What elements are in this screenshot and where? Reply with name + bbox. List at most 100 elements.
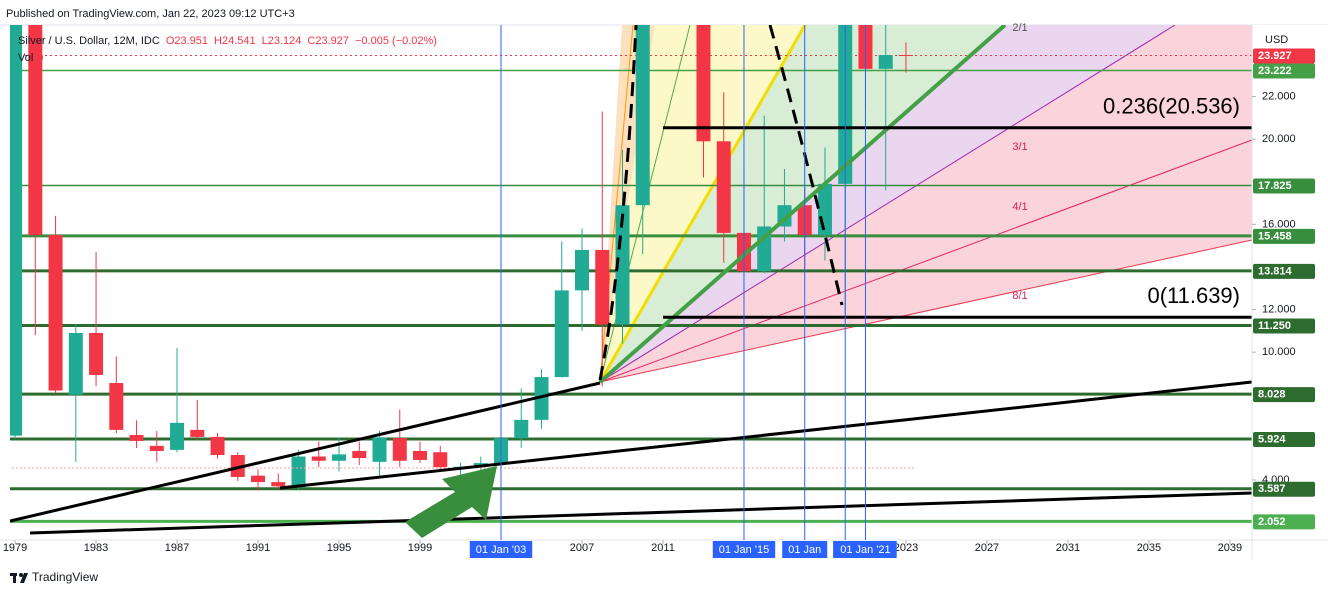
volume-label: Vol <box>18 52 33 64</box>
price-tag-label: 11.250 <box>1258 320 1291 332</box>
fan-line <box>599 139 1252 383</box>
candle-body <box>817 183 832 236</box>
x-tick-label: 2007 <box>570 542 594 554</box>
candle-body <box>251 475 266 483</box>
arrow <box>405 466 497 538</box>
price-tag <box>1253 263 1315 279</box>
candle-body <box>372 437 387 462</box>
trend-line <box>29 491 1252 535</box>
symbol-title: Silver / U.S. Dollar, 12M, IDC <box>18 35 160 47</box>
price-tag <box>1253 481 1315 497</box>
x-tick-label: 2031 <box>1056 542 1080 554</box>
candle-body <box>595 249 610 325</box>
candle-body <box>635 25 650 206</box>
x-tick-label: 2035 <box>1137 542 1161 554</box>
price-axis <box>1252 25 1328 540</box>
fib-label: 0(11.639) <box>1147 283 1240 308</box>
candle-body <box>28 25 43 236</box>
price-tag <box>1253 514 1315 530</box>
candle-body <box>352 450 367 459</box>
ohlc-value: C23.927 <box>307 35 349 47</box>
date-marker-box <box>782 541 828 558</box>
fan-line <box>598 25 807 383</box>
legend: Silver / U.S. Dollar, 12M, IDC O23.951 H24… <box>18 35 437 64</box>
candle-body <box>392 437 407 461</box>
price-tag-label: 23.927 <box>1258 50 1292 62</box>
price-tag-label: 3.587 <box>1258 483 1286 495</box>
ohlc-value: O23.951 <box>166 35 208 47</box>
candle-body <box>291 456 306 488</box>
date-marker-label: 01 Jan '15 <box>719 544 769 556</box>
price-tag-label: 17.825 <box>1258 180 1292 192</box>
candle-body <box>48 235 63 391</box>
y-tick-label: 22.000 <box>1262 90 1296 102</box>
published-note: Published on TradingView.com, Jan 22, 20… <box>6 8 295 20</box>
fan-zone <box>600 25 1252 382</box>
ohlc-value: −0.005 (−0.02%) <box>355 35 437 47</box>
candle-body <box>149 445 164 451</box>
fib-label: 0.236(20.536) <box>1103 94 1240 119</box>
candle-body <box>696 25 711 142</box>
dashed-curve <box>768 25 844 306</box>
candle-body <box>898 55 913 57</box>
candle-body <box>433 452 448 468</box>
date-marker-label: 01 Jan <box>788 544 821 556</box>
price-tag <box>1253 318 1315 334</box>
fan-label: 3/1 <box>1012 141 1027 153</box>
y-tick-label: 16.000 <box>1262 218 1296 230</box>
x-tick-label: 1999 <box>408 542 432 554</box>
trend-line <box>279 380 1252 490</box>
trend-line <box>10 381 601 523</box>
candle-body <box>271 482 286 487</box>
x-tick-label: 1979 <box>3 542 27 554</box>
drawings <box>10 25 1252 538</box>
y-tick-label: 10.000 <box>1262 346 1296 358</box>
price-tag <box>1253 63 1315 79</box>
candle-body <box>413 450 428 460</box>
logo <box>10 573 28 583</box>
price-tag <box>1253 387 1315 403</box>
candle-body <box>190 429 205 437</box>
candle-body <box>311 456 326 461</box>
x-tick-label: 1995 <box>327 542 351 554</box>
date-marker-label: 01 Jan '03 <box>476 544 526 556</box>
price-tag-label: 13.814 <box>1258 265 1293 277</box>
ohlc-value: L23.124 <box>262 35 302 47</box>
x-tick-label: 2011 <box>651 542 675 554</box>
candle-body <box>716 141 731 233</box>
candle-body <box>230 455 245 477</box>
levels <box>10 55 1252 523</box>
candle-body <box>129 434 144 441</box>
date-marker-label: 01 Jan '21 <box>840 544 890 556</box>
fan-label: 4/1 <box>1012 201 1027 213</box>
x-tick-label: 2039 <box>1218 542 1242 554</box>
price-tag-label: 23.222 <box>1258 65 1292 77</box>
brand: TradingView <box>32 570 98 584</box>
candle-body <box>554 290 569 378</box>
y-tick-label: 20.000 <box>1262 133 1296 145</box>
logo-shape <box>19 573 23 577</box>
candles <box>10 25 913 491</box>
x-tick-label: 1991 <box>246 542 270 554</box>
x-tick-label: 2023 <box>894 542 918 554</box>
logo-shape <box>13 573 16 583</box>
fan-line <box>599 239 1252 383</box>
candle-body <box>68 332 83 395</box>
dashed-curve <box>598 25 638 381</box>
fib-levels: 0.236(20.536) 0(11.639) 2/1 3/1 4/1 8/1 <box>663 22 1252 319</box>
candle-body <box>534 377 549 420</box>
price-tag-label: 8.028 <box>1258 389 1286 401</box>
candle-body <box>878 55 893 69</box>
date-marker-box <box>712 541 776 558</box>
candle-body <box>332 454 347 461</box>
x-tick-label: 1983 <box>84 542 108 554</box>
fan-line <box>598 25 1007 384</box>
price-tag <box>1253 431 1315 447</box>
ohlc-value: H24.541 <box>214 35 256 47</box>
price-tag <box>1253 48 1315 64</box>
x-tick-label: 2027 <box>975 542 999 554</box>
price-tag-label: 2.052 <box>1258 516 1286 528</box>
fan-line <box>599 25 1176 383</box>
candle-body <box>170 422 185 450</box>
